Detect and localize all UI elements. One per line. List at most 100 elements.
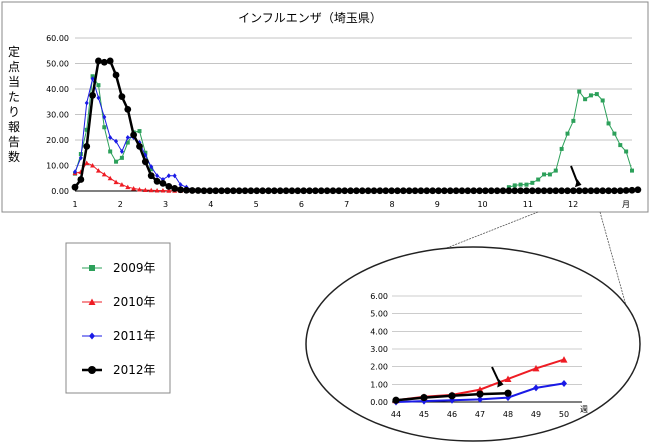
main-point (628, 186, 636, 194)
main-point (206, 187, 214, 195)
main-point (517, 187, 524, 195)
x-tick-label: 10 (477, 200, 487, 209)
main-point (141, 158, 149, 166)
y-axis-label-char: 点 (8, 60, 20, 74)
inset-point (420, 393, 428, 402)
x-tick-label: 2 (118, 200, 123, 209)
legend-label: 2012年 (113, 363, 156, 377)
main-point (452, 187, 460, 195)
main-point (114, 159, 119, 164)
main-point (618, 143, 623, 148)
main-point (464, 187, 472, 195)
inset-point (532, 364, 540, 372)
inset-point (560, 356, 568, 363)
main-point (119, 155, 124, 160)
main-point (96, 95, 101, 101)
main-point (624, 149, 629, 154)
main-point (435, 187, 442, 195)
inset-point (392, 396, 400, 404)
main-point (90, 163, 96, 168)
main-point (125, 134, 130, 140)
legend-marker (89, 265, 95, 271)
y-tick-label: 20.00 (46, 136, 69, 145)
main-point (136, 142, 143, 150)
main-point (530, 180, 535, 185)
legend-label: 2011年 (113, 329, 156, 343)
main-point (306, 187, 313, 195)
main-point (253, 187, 261, 195)
main-point (124, 106, 132, 113)
main-point (83, 142, 91, 150)
main-point (165, 183, 173, 190)
main-point (323, 187, 331, 195)
main-point (154, 187, 160, 193)
main-point (364, 187, 372, 195)
inset-point (477, 395, 483, 403)
main-point (536, 177, 541, 182)
main-point (411, 187, 419, 195)
main-point (84, 100, 89, 106)
main-point (581, 187, 589, 195)
main-point (487, 187, 495, 195)
main-point (376, 187, 384, 195)
legend-marker (89, 332, 95, 340)
main-point (78, 155, 83, 161)
zoom-connector-right (599, 211, 631, 321)
main-point (188, 187, 196, 194)
main-point (177, 186, 184, 194)
inset-point (504, 375, 512, 383)
main-point (119, 148, 124, 154)
main-point (341, 187, 349, 195)
main-point (622, 187, 630, 194)
main-point (89, 91, 96, 99)
inset-point (448, 392, 456, 400)
main-chart-frame (1, 1, 649, 213)
main-point (524, 182, 529, 187)
main-point (311, 187, 319, 195)
main-point (599, 187, 607, 195)
main-point (611, 187, 618, 195)
main-point (512, 183, 517, 188)
main-point (394, 187, 401, 195)
main-point (423, 187, 431, 195)
main-point (84, 160, 90, 165)
main-point (499, 187, 507, 195)
main-point (119, 182, 125, 187)
arrow-marker-inset (491, 366, 504, 388)
main-point (575, 187, 583, 195)
x-tick-label: 1 (72, 200, 77, 209)
inset-point (561, 379, 567, 387)
main-point (540, 187, 548, 195)
x-unit-label: 月 (622, 200, 630, 209)
main-point (108, 149, 113, 154)
main-point (399, 187, 407, 195)
main-point (73, 169, 77, 175)
inset-x-unit-label: 週 (580, 405, 588, 414)
main-point (149, 164, 154, 170)
y-tick-label: 0.00 (51, 187, 69, 196)
main-point (200, 187, 208, 195)
arrow-marker-main (570, 165, 582, 188)
main-point (259, 187, 267, 195)
main-point (95, 168, 101, 173)
main-point (71, 183, 79, 191)
x-tick-label: 12 (568, 200, 578, 209)
main-point (506, 185, 511, 190)
main-point (482, 187, 489, 195)
y-axis-label-char: た (8, 90, 20, 104)
main-point (159, 179, 167, 187)
main-point (546, 187, 554, 195)
main-point (446, 187, 454, 195)
x-tick-label: 7 (344, 200, 349, 209)
inset-y-tick-label: 0.00 (370, 398, 388, 407)
y-tick-label: 50.00 (46, 60, 69, 69)
y-axis-label-char: 数 (8, 149, 20, 164)
main-point (594, 92, 599, 97)
main-point (131, 185, 137, 191)
main-point (95, 57, 102, 65)
main-point (142, 187, 148, 192)
main-point (101, 171, 107, 177)
main-point (317, 187, 325, 195)
main-point (564, 187, 571, 195)
main-point (476, 187, 483, 195)
